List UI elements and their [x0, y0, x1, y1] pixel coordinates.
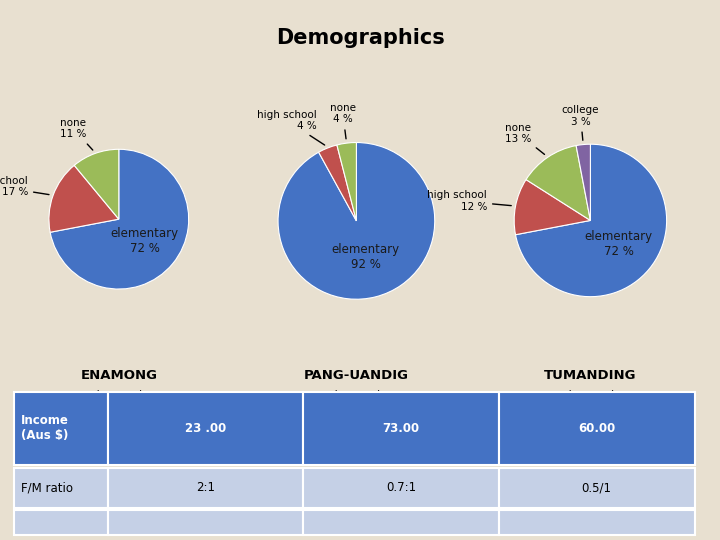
Text: college
3 %: college 3 % — [562, 105, 599, 140]
Text: Demographics: Demographics — [276, 28, 444, 48]
Text: 2:1: 2:1 — [196, 482, 215, 495]
Wedge shape — [576, 144, 590, 220]
Bar — [14, 392, 108, 464]
Text: Income
(Aus $): Income (Aus $) — [22, 414, 69, 442]
Text: F/M ratio: F/M ratio — [22, 482, 73, 495]
Bar — [499, 468, 695, 508]
Wedge shape — [319, 145, 356, 221]
Text: 0.7:1: 0.7:1 — [386, 482, 416, 495]
Text: (n = 40): (n = 40) — [566, 390, 615, 403]
Bar — [499, 510, 695, 535]
Wedge shape — [516, 144, 667, 296]
Text: TUMANDING: TUMANDING — [544, 369, 636, 382]
Wedge shape — [74, 149, 119, 219]
Wedge shape — [514, 180, 590, 235]
Wedge shape — [337, 143, 356, 221]
Text: 0.5/1: 0.5/1 — [582, 482, 612, 495]
Wedge shape — [49, 165, 119, 232]
Bar — [499, 392, 695, 464]
Text: high school
4 %: high school 4 % — [257, 110, 325, 145]
Text: (n = 47): (n = 47) — [94, 390, 143, 403]
Bar — [303, 468, 499, 508]
Wedge shape — [526, 146, 590, 220]
Text: 23 .00: 23 .00 — [185, 422, 226, 435]
Text: none
11 %: none 11 % — [60, 118, 93, 150]
Bar — [108, 392, 303, 464]
Text: none
13 %: none 13 % — [505, 123, 544, 154]
Bar — [303, 392, 499, 464]
Text: elementary
92 %: elementary 92 % — [332, 244, 400, 271]
Text: (n = 48): (n = 48) — [332, 390, 381, 403]
Text: high school
12 %: high school 12 % — [427, 190, 511, 212]
Bar — [108, 510, 303, 535]
Text: 60.00: 60.00 — [578, 422, 616, 435]
Bar — [108, 468, 303, 508]
Text: ENAMONG: ENAMONG — [81, 369, 157, 382]
Wedge shape — [278, 143, 435, 299]
Bar — [14, 468, 108, 508]
Bar — [303, 510, 499, 535]
Text: high school
17 %: high school 17 % — [0, 176, 49, 197]
Text: elementary
72 %: elementary 72 % — [111, 227, 179, 254]
Text: none
4 %: none 4 % — [330, 103, 356, 139]
Text: elementary
72 %: elementary 72 % — [585, 230, 652, 258]
Bar — [14, 510, 108, 535]
Wedge shape — [50, 149, 189, 289]
Text: PANG-UANDIG: PANG-UANDIG — [304, 369, 409, 382]
Text: 73.00: 73.00 — [382, 422, 420, 435]
